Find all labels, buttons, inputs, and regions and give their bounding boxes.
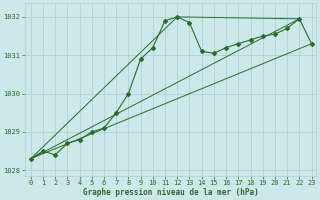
X-axis label: Graphe pression niveau de la mer (hPa): Graphe pression niveau de la mer (hPa): [83, 188, 259, 197]
